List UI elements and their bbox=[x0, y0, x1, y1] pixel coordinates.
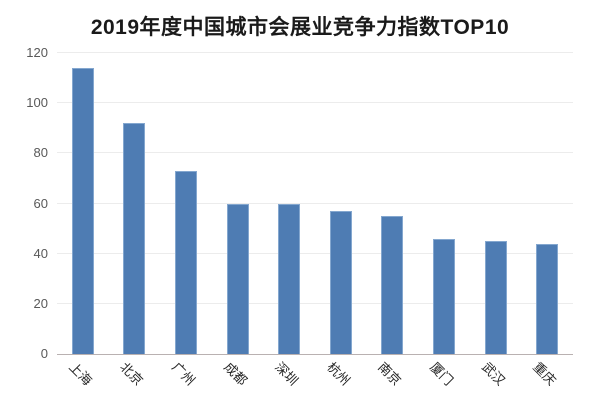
bar bbox=[381, 216, 404, 354]
gridline bbox=[57, 52, 573, 53]
chart-title: 2019年度中国城市会展业竞争力指数TOP10 bbox=[90, 16, 510, 39]
gridline bbox=[57, 252, 573, 254]
gridline bbox=[57, 202, 573, 204]
bar bbox=[175, 170, 197, 354]
bar bbox=[329, 211, 352, 354]
y-tick-label: 120 bbox=[26, 45, 48, 60]
x-tick-label: 南京 bbox=[375, 359, 405, 389]
bar bbox=[226, 203, 249, 354]
y-tick-label: 100 bbox=[26, 95, 48, 111]
y-tick-label: 20 bbox=[33, 295, 48, 311]
plot-area bbox=[57, 52, 573, 355]
bar bbox=[433, 238, 455, 354]
y-tick-label: 40 bbox=[33, 245, 48, 261]
bar bbox=[536, 243, 559, 354]
y-tick-label: 60 bbox=[33, 195, 48, 211]
x-tick-label: 上海 bbox=[65, 359, 95, 389]
x-tick-label: 成都 bbox=[220, 359, 250, 389]
bar bbox=[278, 203, 301, 354]
x-tick-label: 厦门 bbox=[427, 359, 457, 389]
x-tick-label: 重庆 bbox=[530, 359, 560, 389]
bar bbox=[484, 241, 507, 354]
bar bbox=[71, 68, 94, 354]
gridline bbox=[57, 152, 573, 154]
gridline bbox=[57, 102, 573, 104]
x-tick-label: 武汉 bbox=[478, 359, 508, 389]
x-tick-label: 杭州 bbox=[323, 359, 353, 389]
bar bbox=[123, 123, 146, 354]
x-tick-label: 北京 bbox=[117, 359, 147, 389]
y-tick-label: 0 bbox=[40, 346, 48, 361]
gridline bbox=[57, 302, 573, 304]
x-axis-line bbox=[57, 354, 573, 355]
x-tick-label: 深圳 bbox=[272, 359, 302, 389]
y-tick-label: 80 bbox=[33, 145, 48, 161]
x-tick-label: 广州 bbox=[169, 359, 199, 389]
